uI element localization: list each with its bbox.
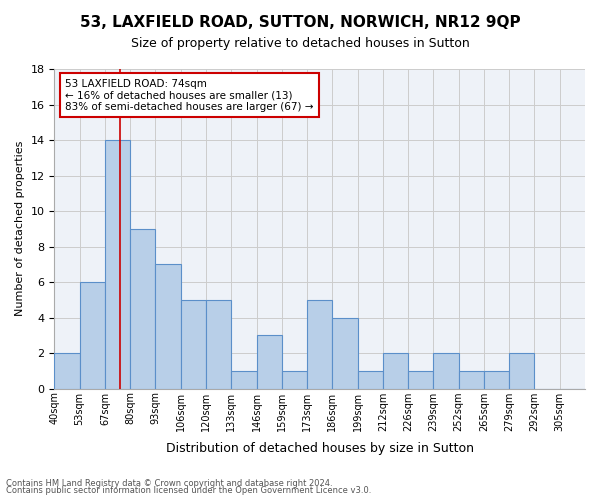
Bar [358,371,383,388]
Bar [231,371,257,388]
Y-axis label: Number of detached properties: Number of detached properties [15,141,25,316]
Bar [181,300,206,388]
Bar [307,300,332,388]
Bar [383,353,408,388]
Text: 53, LAXFIELD ROAD, SUTTON, NORWICH, NR12 9QP: 53, LAXFIELD ROAD, SUTTON, NORWICH, NR12… [80,15,520,30]
Bar [130,229,155,388]
Bar [484,371,509,388]
Bar [458,371,484,388]
Bar [509,353,535,388]
Text: 53 LAXFIELD ROAD: 74sqm
← 16% of detached houses are smaller (13)
83% of semi-de: 53 LAXFIELD ROAD: 74sqm ← 16% of detache… [65,78,314,112]
Text: Contains HM Land Registry data © Crown copyright and database right 2024.: Contains HM Land Registry data © Crown c… [6,478,332,488]
Bar [55,353,80,388]
Text: Contains public sector information licensed under the Open Government Licence v3: Contains public sector information licen… [6,486,371,495]
Bar [257,336,282,388]
Text: Size of property relative to detached houses in Sutton: Size of property relative to detached ho… [131,38,469,51]
Bar [155,264,181,388]
Bar [206,300,231,388]
X-axis label: Distribution of detached houses by size in Sutton: Distribution of detached houses by size … [166,442,474,455]
Bar [80,282,105,389]
Bar [433,353,458,388]
Bar [332,318,358,388]
Bar [408,371,433,388]
Bar [282,371,307,388]
Bar [105,140,130,388]
